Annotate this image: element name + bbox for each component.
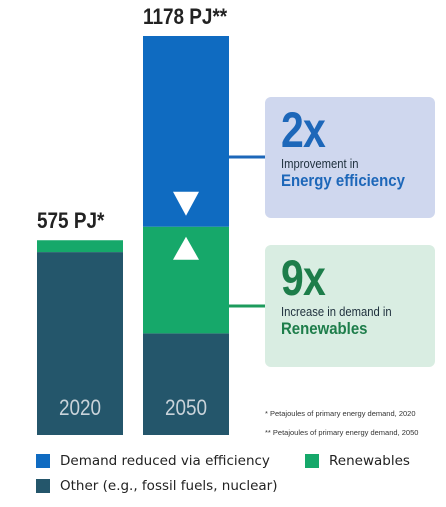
legend-swatch-efficiency — [36, 454, 50, 468]
total-label-2050: 1178 PJ** — [143, 4, 228, 29]
renewables-multiplier: 9x — [281, 250, 326, 306]
efficiency-callout-text: Improvement in — [281, 157, 359, 171]
legend-item-other: Other (e.g., fossil fuels, nuclear) — [36, 478, 277, 494]
bar-2020-other — [37, 252, 123, 435]
year-label-2050: 2050 — [164, 395, 208, 420]
efficiency-callout: 2x Improvement in Energy efficiency — [265, 97, 435, 218]
legend-label-other: Other (e.g., fossil fuels, nuclear) — [60, 478, 278, 494]
legend-item-renewables: Renewables — [305, 453, 410, 469]
year-label-2020: 2020 — [58, 395, 102, 420]
renewables-callout: 9x Increase in demand in Renewables — [265, 245, 435, 367]
legend-swatch-renewables — [305, 454, 319, 468]
total-label-2020: 575 PJ* — [37, 208, 105, 234]
legend-item-efficiency: Demand reduced via efficiency — [36, 453, 270, 469]
efficiency-callout-emphasis: Energy efficiency — [281, 171, 405, 190]
footnote-2020: * Petajoules of primary energy demand, 2… — [265, 409, 416, 418]
efficiency-multiplier: 2x — [281, 102, 326, 158]
renewables-callout-text: Increase in demand in — [281, 305, 392, 319]
arrow-down-icon — [173, 191, 199, 216]
legend-label-renewables: Renewables — [329, 453, 410, 469]
bar-2020-renewables — [37, 240, 123, 253]
legend-label-efficiency: Demand reduced via efficiency — [60, 453, 270, 469]
bar-2050-other — [143, 333, 229, 435]
renewables-callout-emphasis: Renewables — [281, 319, 368, 338]
footnote-2050: ** Petajoules of primary energy demand, … — [265, 428, 419, 437]
legend-swatch-other — [36, 479, 50, 493]
arrow-up-icon — [173, 236, 199, 260]
